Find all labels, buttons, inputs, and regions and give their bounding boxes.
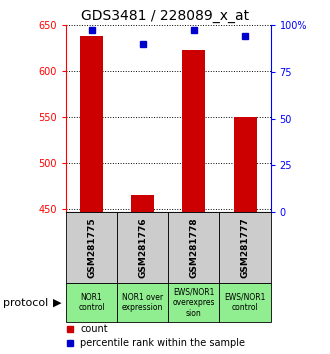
Text: GSM281775: GSM281775 [87, 217, 96, 278]
Bar [117, 283, 168, 322]
Text: GDS3481 / 228089_x_at: GDS3481 / 228089_x_at [81, 9, 249, 23]
Bar [219, 212, 271, 283]
Text: ▶: ▶ [52, 298, 61, 308]
Text: GSM281776: GSM281776 [138, 217, 147, 278]
Bar [234, 117, 256, 212]
Text: EWS/NOR1
overexpres
sion: EWS/NOR1 overexpres sion [173, 288, 215, 318]
Text: protocol: protocol [3, 298, 49, 308]
Text: GSM281778: GSM281778 [189, 217, 198, 278]
Bar [66, 212, 117, 283]
Bar [117, 212, 168, 283]
Bar [168, 212, 219, 283]
Text: count: count [80, 324, 108, 334]
Bar [182, 50, 205, 212]
Bar [219, 283, 271, 322]
Bar [80, 36, 103, 212]
Bar [131, 195, 154, 212]
Bar [66, 283, 117, 322]
Text: percentile rank within the sample: percentile rank within the sample [80, 338, 245, 348]
Text: GSM281777: GSM281777 [241, 217, 249, 278]
Text: EWS/NOR1
control: EWS/NOR1 control [224, 293, 266, 312]
Text: NOR1 over
expression: NOR1 over expression [122, 293, 163, 312]
Text: NOR1
control: NOR1 control [78, 293, 105, 312]
Bar [168, 283, 219, 322]
